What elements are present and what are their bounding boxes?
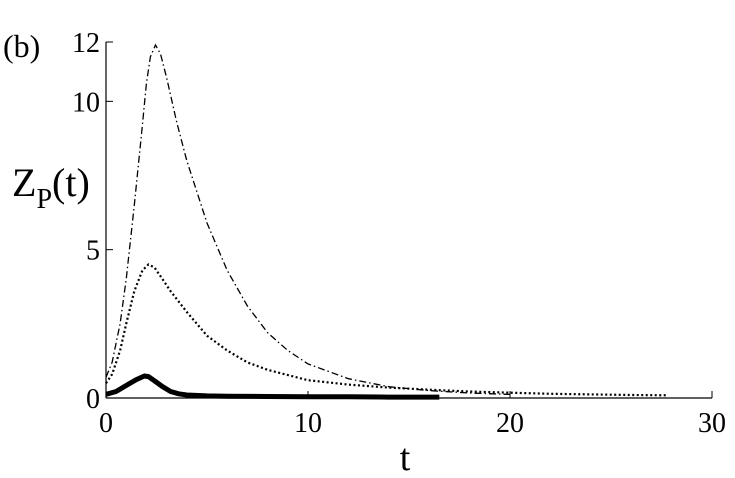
- y-axis-label: ZP(t): [12, 160, 90, 215]
- axis-ticks: 0 10 20 30 0 5 10 12: [72, 28, 726, 439]
- x-tick-label: 20: [496, 408, 524, 439]
- x-tick-label: 10: [294, 408, 322, 439]
- x-tick-label: 30: [698, 408, 726, 439]
- series-line-solid-thick: [105, 373, 440, 400]
- x-axis-label: t: [400, 437, 411, 478]
- panel-label: (b): [3, 28, 40, 64]
- y-tick-label: 5: [86, 236, 100, 267]
- x-tick-label: 0: [99, 408, 113, 439]
- y-tick-label: 10: [72, 87, 100, 118]
- series-line-dash-dot: [105, 43, 511, 396]
- series-line-dotted: [105, 263, 668, 397]
- series-layer: [105, 43, 668, 400]
- y-tick-label: 12: [72, 28, 100, 59]
- y-tick-label: 0: [86, 384, 100, 415]
